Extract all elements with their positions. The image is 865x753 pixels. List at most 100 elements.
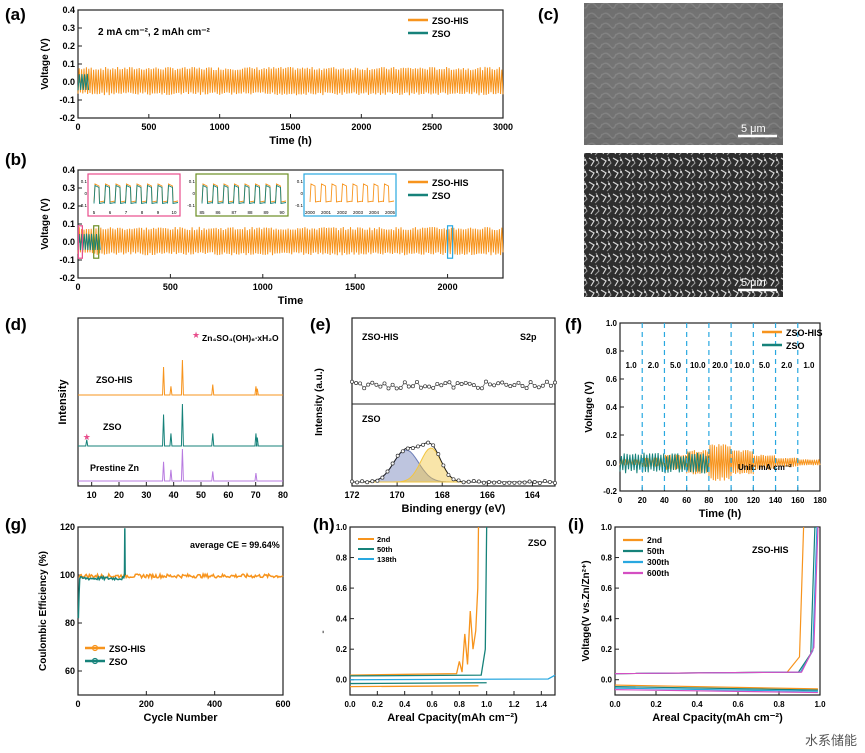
xps-top-point	[390, 382, 395, 387]
chart-h-frame	[349, 526, 556, 696]
chart-h-ytick-label: 0.6	[336, 584, 348, 593]
chart-g-legend-marker	[91, 657, 99, 665]
chart-g-legend-marker	[91, 644, 99, 652]
inset-ytick-label: -0.1	[295, 203, 303, 208]
chart-e-xtick-label: 172	[344, 490, 359, 500]
xps-top-point	[435, 381, 440, 386]
inset-xtick-label: 88	[247, 210, 253, 215]
xps-top-point	[415, 379, 419, 384]
chart-g-ytick-label: 120	[60, 522, 75, 532]
chart-i-ytick-label: 0.8	[601, 554, 613, 563]
inset-ytick-label: -0.1	[187, 203, 195, 208]
xps-bottom-point	[502, 480, 507, 485]
chart-b-ytick-label: 0.0	[62, 237, 75, 247]
panel-c-letter: (c)	[538, 5, 559, 24]
chart-b-ylabel: Voltage (V)	[40, 198, 51, 249]
chart-a-legend-label: ZSO	[432, 29, 451, 39]
xps-bottom-point	[390, 461, 395, 466]
xps-bottom-point	[421, 442, 426, 447]
xps-top-point	[475, 385, 480, 390]
inset-xtick-label: 5	[93, 210, 96, 215]
inset-xtick-label: 2000	[305, 210, 316, 215]
xps-top-point	[374, 382, 379, 387]
panel-e: (e) 172 170 168 166 164 Binding energy (eV) In…	[310, 315, 557, 515]
xps-bottom-point	[355, 480, 360, 485]
chart-f-xtick-label: 0	[618, 496, 623, 505]
xps-bottom-point	[532, 480, 537, 484]
series-zso-his	[77, 66, 504, 96]
xps-top-point	[410, 384, 415, 389]
chart-b-ytick-label: 0.3	[62, 183, 75, 193]
xps-bottom-point	[512, 480, 517, 485]
rate-band-orange	[730, 450, 754, 475]
chart-h-xlabel: Areal Cpacity(mAh cm⁻²)	[387, 712, 518, 724]
xps-top-point	[394, 386, 399, 391]
chart-a-ytick-label: 0.3	[62, 23, 75, 33]
inset-xtick-label: 90	[279, 210, 285, 215]
chart-b-ytick-label: -0.2	[59, 273, 75, 283]
chart-a-ytick-label: -0.1	[59, 95, 75, 105]
chart-b-xtick-label: 0	[75, 282, 80, 292]
xps-top-point	[532, 383, 537, 388]
xps-bottom-point	[487, 480, 491, 484]
chart-a-xlabel: Time (h)	[269, 135, 312, 147]
chart-d-xtick-label: 60	[223, 490, 233, 500]
chart-i-xtick-label: 0.0	[609, 700, 621, 709]
rate-label: 10.0	[734, 361, 750, 370]
xps-top-point	[496, 381, 501, 386]
xps-top-point	[471, 383, 476, 388]
chart-b-legend-label: ZSO	[432, 191, 451, 201]
xps-top-point	[451, 385, 456, 390]
inset-xtick-label: 2003	[353, 210, 364, 215]
chart-i-xtick-label: 0.8	[773, 700, 785, 709]
chart-h-ylabel-fragment: -	[318, 630, 329, 633]
chart-a-xtick-label: 1000	[210, 122, 230, 132]
chart-f-xtick-label: 40	[660, 496, 669, 505]
panel-b-letter: (b)	[5, 150, 27, 169]
chart-e-xtick-label: 166	[480, 490, 495, 500]
chart-f-ytick-label: 0.4	[606, 403, 618, 412]
xps-bottom-point	[375, 478, 380, 483]
xps-top-point	[528, 380, 533, 385]
rate-label: 5.0	[670, 361, 682, 370]
xps-bottom-point	[431, 443, 436, 448]
chart-g-xtick-label: 0	[75, 699, 80, 709]
panel-a-letter: (a)	[5, 5, 26, 24]
chart-h-ytick-label: 1.0	[336, 523, 348, 532]
rate-band-orange	[752, 454, 777, 471]
inset-ytick-label: -0.1	[79, 203, 87, 208]
rate-label: 2.0	[781, 361, 793, 370]
xps-bottom-point	[466, 479, 471, 484]
xps-bottom-point	[522, 480, 527, 485]
xps-top-point	[443, 381, 448, 386]
xps-bottom-point	[350, 479, 354, 484]
xps-bottom-point	[527, 479, 532, 484]
chart-b-xtick-label: 500	[163, 282, 178, 292]
xps-bottom-point	[481, 480, 486, 485]
chart-g-frame	[77, 526, 284, 696]
xps-bottom-point	[542, 479, 547, 483]
xps-top-point	[378, 384, 383, 389]
chart-f-xtick-label: 20	[638, 496, 647, 505]
chart-i-xtick-label: 0.6	[732, 700, 744, 709]
chart-h-title: ZSO	[528, 538, 547, 548]
chart-a-ytick-label: 0.1	[62, 59, 75, 69]
xps-top-point	[467, 381, 472, 386]
chart-i-title: ZSO-HIS	[752, 545, 789, 555]
chart-i-frame	[614, 526, 821, 696]
chart-i-ytick-label: 0.0	[601, 676, 613, 685]
chart-f-xtick-label: 80	[704, 496, 713, 505]
xrd-series-1	[78, 359, 283, 396]
inset-series	[201, 184, 287, 205]
watermark: 水系储能	[804, 734, 857, 749]
chart-a-ytick-label: -0.2	[59, 113, 75, 123]
xps-top-point	[427, 384, 432, 389]
chart-i-xtick-label: 0.4	[691, 700, 703, 709]
xps-top-point	[419, 385, 423, 390]
unit-label: Unit: mA cm⁻²	[738, 463, 792, 472]
xps-top-point	[463, 380, 468, 385]
chart-i-xtick-label: 1.0	[814, 700, 826, 709]
inset-xtick-label: 87	[231, 210, 237, 215]
panel-g-letter: (g)	[5, 515, 27, 534]
xps-top-point	[431, 385, 436, 390]
